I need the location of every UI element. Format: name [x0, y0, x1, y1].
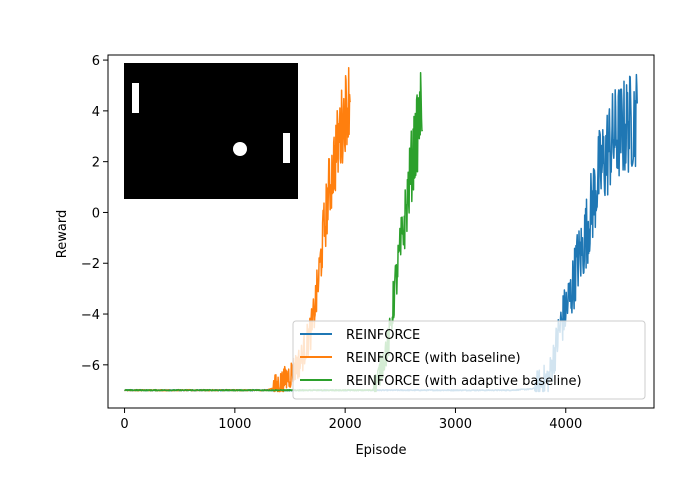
pong-ball — [233, 142, 247, 156]
x-tick-label: 0 — [120, 417, 128, 432]
y-tick-label: 2 — [92, 156, 100, 171]
legend: REINFORCE REINFORCE (with baseline) REINFO… — [292, 320, 646, 400]
y-axis-ticks: 6 4 2 0 −2 −4 −6 — [81, 54, 108, 374]
right-paddle — [283, 133, 290, 163]
legend-label: REINFORCE — [346, 328, 420, 343]
x-tick-label: 3000 — [439, 417, 472, 432]
plot-frame — [107, 54, 655, 409]
y-tick-label: −2 — [81, 257, 100, 272]
inset-pong-frame — [124, 63, 298, 199]
x-tick-label: 4000 — [549, 417, 582, 432]
x-axis-label: Episode — [355, 443, 406, 458]
x-tick-label: 1000 — [218, 417, 251, 432]
y-tick-label: −4 — [81, 308, 100, 323]
legend-box — [292, 320, 646, 400]
legend-label: REINFORCE (with baseline) — [346, 351, 521, 366]
y-tick-label: 6 — [92, 54, 100, 69]
y-tick-label: 0 — [92, 206, 100, 221]
x-axis-ticks: 0 1000 2000 3000 4000 — [120, 408, 582, 432]
left-paddle — [132, 83, 139, 113]
y-tick-label: −6 — [81, 359, 100, 374]
y-axis-label: Reward — [55, 210, 70, 258]
legend-label: REINFORCE (with adaptive baseline) — [346, 374, 582, 389]
y-tick-label: 4 — [92, 105, 100, 120]
x-tick-label: 2000 — [329, 417, 362, 432]
pong-background — [124, 63, 298, 199]
